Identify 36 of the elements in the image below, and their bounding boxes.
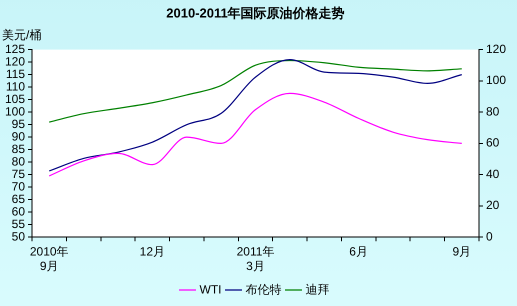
chart-title: 2010-2011年国际原油价格走势: [166, 5, 345, 20]
legend-label: WTI: [200, 282, 222, 296]
legend-label: 布伦特: [245, 282, 282, 296]
x-tick-label: 9月: [452, 244, 472, 259]
x-tick-label: 12月: [140, 244, 166, 259]
y-tick-label: 75: [12, 166, 26, 181]
y2-tick-label: 120: [486, 42, 506, 56]
line-series: [48, 60, 462, 123]
y-tick-label: 110: [6, 79, 26, 94]
y-tick-label: 60: [12, 204, 26, 218]
y2-tick-label: 20: [486, 198, 500, 212]
y-axis-title: 美元/桶: [2, 28, 42, 42]
y-tick-label: 70: [12, 179, 26, 194]
y2-tick-label: 40: [486, 166, 500, 181]
x-tick-label: 6月: [349, 244, 368, 259]
x-tick-label: 2011年 3月: [236, 244, 274, 274]
y-tick-label: 80: [12, 154, 26, 168]
y-tick-label: 55: [12, 217, 26, 232]
y-tick-label: 90: [12, 129, 26, 144]
y2-tick-label: 0: [486, 230, 493, 244]
y-tick-label: 125: [4, 42, 26, 56]
y-tick-label: 105: [4, 92, 26, 106]
y-tick-label: 85: [12, 142, 26, 156]
y-tick-label: 50: [12, 230, 26, 244]
y-tick-label: 115: [6, 66, 26, 81]
y2-tick-label: 80: [486, 104, 500, 118]
line-series: [48, 59, 462, 172]
legend-label: 迪拜: [305, 282, 330, 296]
y2-tick-label: 60: [486, 136, 500, 150]
line-series: [48, 92, 462, 177]
y-tick-label: 100: [4, 104, 26, 118]
y-tick-label: 120: [4, 54, 26, 68]
y-tick-label: 95: [12, 116, 26, 131]
y2-tick-label: 100: [486, 73, 506, 88]
y-tick-label: 65: [12, 192, 26, 206]
x-tick-label: 2010年 9月: [30, 244, 69, 274]
